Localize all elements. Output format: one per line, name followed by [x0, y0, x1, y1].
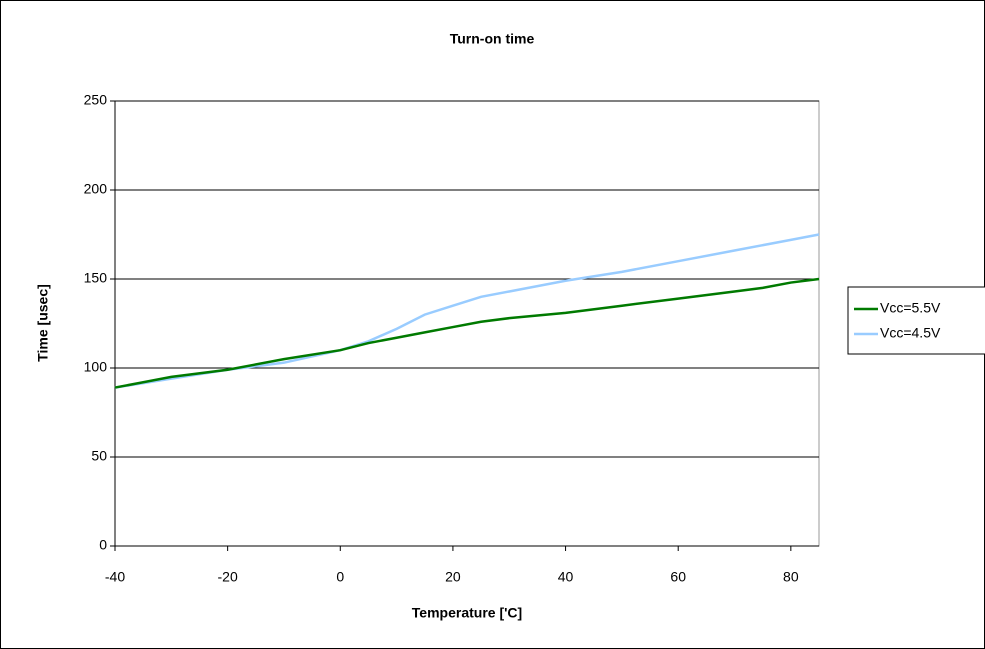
x-tick-label: 0: [336, 569, 344, 585]
x-tick-label: 80: [783, 569, 799, 585]
legend-label: Vcc=4.5V: [880, 325, 941, 341]
x-axis-label: Temperature ['C]: [412, 605, 522, 621]
y-tick-label: 150: [84, 270, 108, 286]
y-tick-label: 100: [84, 359, 108, 375]
series-line: [114, 233, 820, 389]
y-tick-label: 0: [99, 537, 107, 553]
x-tick-label: -20: [218, 569, 238, 585]
chart-title: Turn-on time: [450, 31, 535, 47]
x-tick-label: -40: [105, 569, 125, 585]
y-axis-label: Time [usec]: [35, 284, 51, 362]
legend-label: Vcc=5.5V: [880, 300, 941, 316]
y-tick-label: 50: [91, 448, 107, 464]
y-tick-label: 200: [84, 181, 108, 197]
x-tick-label: 40: [558, 569, 574, 585]
series-line: [114, 277, 820, 389]
x-tick-label: 60: [670, 569, 686, 585]
legend-box: [847, 286, 985, 355]
x-tick-label: 20: [445, 569, 461, 585]
y-tick-label: 250: [84, 92, 108, 108]
